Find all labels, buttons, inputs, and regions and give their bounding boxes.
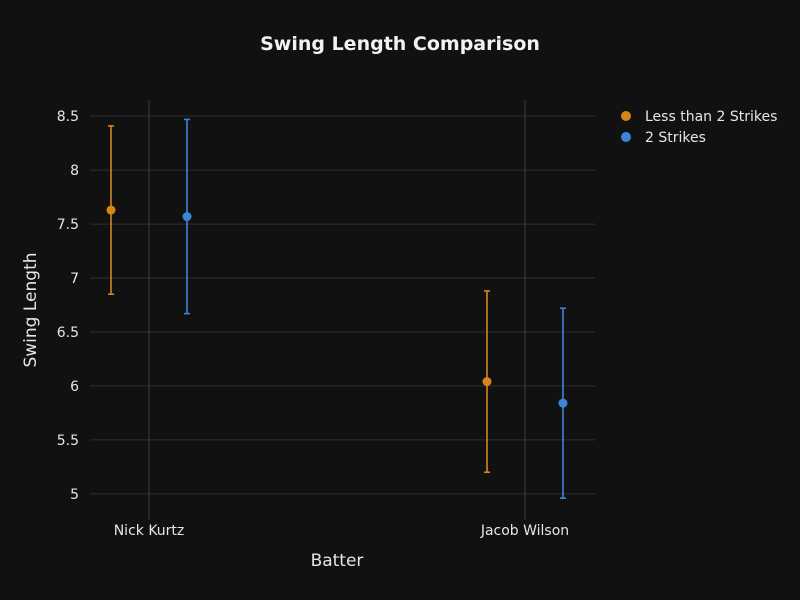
legend: Less than 2 Strikes 2 Strikes bbox=[621, 109, 777, 146]
chart-title: Swing Length Comparison bbox=[260, 33, 540, 55]
y-tick-label: 5.5 bbox=[57, 433, 79, 449]
legend-marker-2-strikes bbox=[621, 132, 631, 142]
grid-layer bbox=[90, 115, 595, 495]
data-point bbox=[182, 212, 192, 222]
data-point bbox=[558, 398, 568, 408]
data-point bbox=[482, 377, 492, 387]
legend-item[interactable]: Less than 2 Strikes bbox=[621, 109, 777, 125]
legend-label-less-than-2-strikes: Less than 2 Strikes bbox=[645, 109, 777, 125]
x-tick-label: Nick Kurtz bbox=[114, 523, 185, 539]
y-axis-title: Swing Length bbox=[21, 252, 41, 367]
y-tick-label: 8 bbox=[70, 163, 79, 179]
series-2-strikes bbox=[182, 118, 568, 499]
y-tick-label: 7 bbox=[70, 271, 79, 287]
legend-label-2-strikes: 2 Strikes bbox=[645, 130, 706, 146]
y-tick-label: 6.5 bbox=[57, 325, 79, 341]
y-tick-label: 6 bbox=[70, 379, 79, 395]
y-tick-label: 7.5 bbox=[57, 217, 79, 233]
y-tick-labels: 5 5.5 6 6.5 7 7.5 8 8.5 bbox=[57, 109, 79, 503]
legend-item[interactable]: 2 Strikes bbox=[621, 130, 706, 146]
legend-marker-less-than-2-strikes bbox=[621, 111, 631, 121]
y-tick-label: 5 bbox=[70, 487, 79, 503]
series-layer bbox=[106, 118, 568, 499]
x-tick-label: Jacob Wilson bbox=[480, 523, 569, 539]
data-point bbox=[106, 205, 116, 215]
x-axis-title: Batter bbox=[311, 551, 364, 571]
y-tick-label: 8.5 bbox=[57, 109, 79, 125]
series-less-than-2-strikes bbox=[106, 125, 492, 474]
category-line-layer bbox=[148, 100, 526, 520]
x-tick-labels: Nick Kurtz Jacob Wilson bbox=[114, 523, 569, 539]
